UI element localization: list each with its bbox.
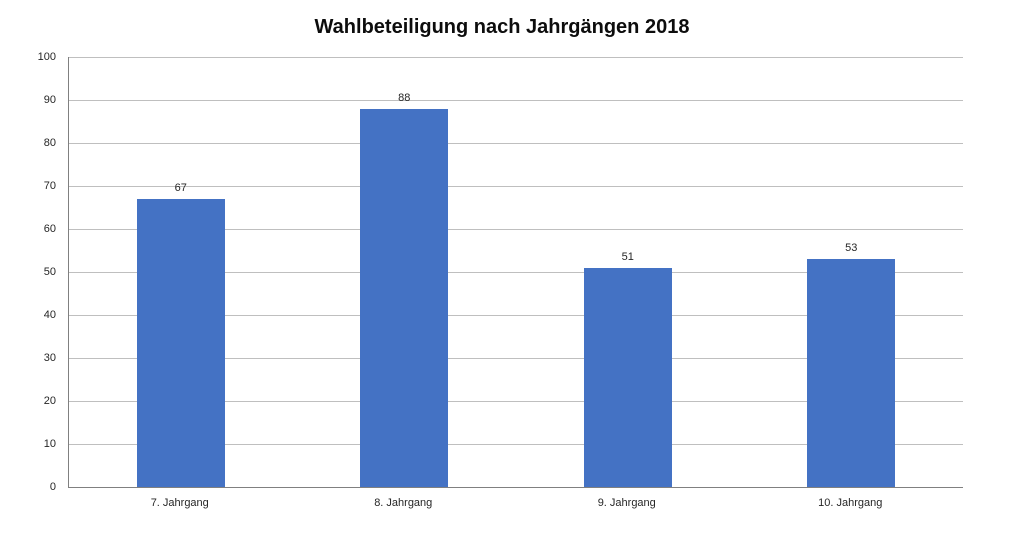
- bar-7-jahrgang: [136, 198, 225, 487]
- gridline: [69, 57, 963, 58]
- bar-value-label: 51: [621, 250, 634, 263]
- gridline: [69, 401, 963, 402]
- y-tick-label: 10: [43, 438, 56, 450]
- gridline: [69, 272, 963, 273]
- y-tick-label: 40: [43, 309, 56, 321]
- bar-9-jahrgang: [583, 267, 672, 487]
- gridline: [69, 444, 963, 445]
- y-tick-label: 80: [43, 137, 56, 149]
- y-tick-label: 90: [43, 94, 56, 106]
- y-tick-label: 50: [43, 266, 56, 278]
- y-tick-label: 30: [43, 352, 56, 364]
- bar-value-label: 53: [845, 242, 858, 255]
- gridline: [69, 358, 963, 359]
- y-tick-label: 60: [43, 223, 56, 235]
- x-tick-label: 10. Jahrgang: [818, 497, 883, 509]
- y-tick-label: 70: [43, 180, 56, 192]
- gridline: [69, 143, 963, 144]
- bar-value-label: 67: [174, 181, 187, 194]
- gridline: [69, 186, 963, 187]
- x-tick-label: 9. Jahrgang: [597, 497, 656, 509]
- bar-10-jahrgang: [807, 259, 896, 487]
- plot-area: 67 88 51 53: [68, 57, 963, 488]
- gridline: [69, 315, 963, 316]
- x-axis: 7. Jahrgang 8. Jahrgang 9. Jahrgang 10. Jah…: [68, 488, 962, 518]
- x-tick-label: 8. Jahrgang: [374, 497, 433, 509]
- y-tick-label: 0: [49, 481, 56, 493]
- chart-title: Wahlbeteiligung nach Jahrgängen 2018: [314, 16, 690, 38]
- y-tick-label: 20: [43, 395, 56, 407]
- y-axis: 0 10 20 30 40 50 60 70 80 90 100: [0, 0, 62, 545]
- bar-value-label: 88: [398, 91, 411, 104]
- y-tick-label: 100: [37, 51, 56, 63]
- gridline: [69, 229, 963, 230]
- bar-8-jahrgang: [360, 108, 449, 487]
- gridline: [69, 100, 963, 101]
- x-tick-label: 7. Jahrgang: [150, 497, 209, 509]
